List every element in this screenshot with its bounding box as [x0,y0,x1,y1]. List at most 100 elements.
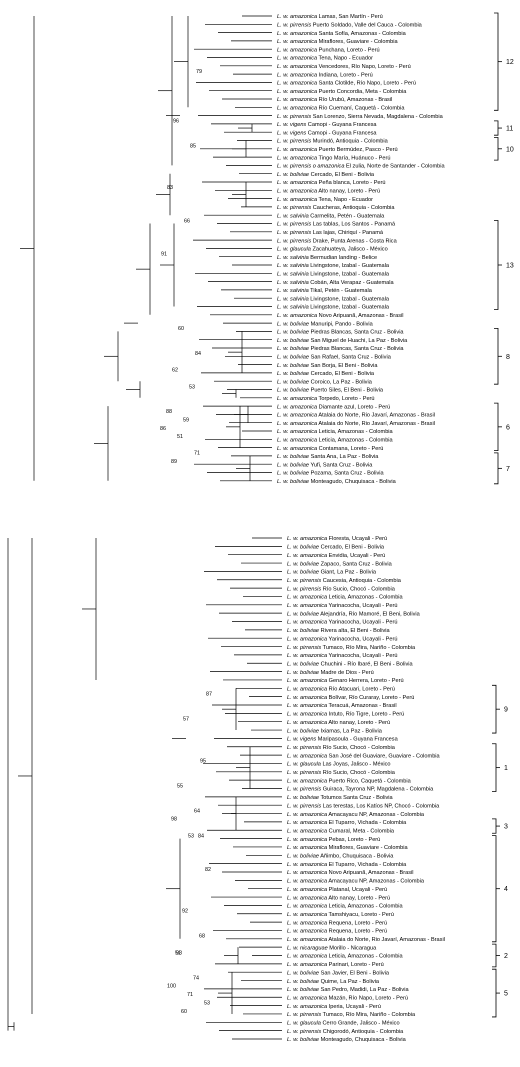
taxon-locality: Monteagudo, Chuquisaca - Bolivia [319,1037,407,1043]
clade-bracket [494,12,499,111]
top-panel: L. w. amazonica Lamas, San Martín - Perú… [20,12,514,485]
taxon-name: L. w. salvinia [277,296,309,302]
taxon-locality: Tamshiyacu, Loreto - Perú [327,912,394,918]
taxon-locality: Las lajas, Chiriquí - Panamá [311,230,384,236]
taxon-name: L. w. pirrensis [287,578,321,584]
taxon-label: L. w. vigens Camopi - Guyana Francesa [277,130,377,136]
taxon-name: L. w. amazonica [277,72,317,78]
taxon-locality: Camopi - Guyana Francesa [306,130,377,136]
taxon-name: L. w. boliviae [287,545,319,551]
clade-label: 8 [506,354,510,361]
taxon-name: L. w. amazonica [287,820,327,826]
support-value: 95 [200,758,206,764]
taxon-locality: Amacayacu NP, Amazonas - Colombia [327,879,425,885]
taxon-locality: Indiana, Loreto - Perú [317,72,373,78]
taxon-name: L. w. amazonica [287,753,327,759]
clade-bracket [494,120,499,136]
taxon-locality: Chuchini - Río Ibaré, El Beni - Bolivia [319,661,413,667]
taxon-label: L. w. vigens Camopi - Guyana Francesa [277,122,377,128]
clade-label: 10 [506,146,514,153]
taxon-locality: Leticia, Amazonas - Colombia [327,904,403,910]
taxon-locality: El zulia, Norte de Santander - Colombia [344,164,445,170]
taxon-locality: Caucesia, Antioquia - Colombia [321,578,401,584]
taxon-locality: Alto nanay, Loreto - Perú [327,720,390,726]
taxon-label: L. w. glaucula Cerro Grande, Jalisco - M… [287,1021,400,1027]
taxon-label: L. w. vigens Maripasoula - Guyana France… [287,737,399,743]
taxon-name: L. w. boliviae [287,979,319,985]
taxon-label: L. w. boliviae San Miguel de Huachi, La … [277,338,408,344]
taxon-label: L. w. amazonica Santa Sofía, Amazonas - … [277,31,407,37]
taxon-label: L. w. boliviae San Javier, El Beni - Bol… [287,970,390,976]
taxon-label: L. w. amazonica Alto nanay, Loreto - Per… [287,720,390,726]
taxon-label: L. w. boliviae San Pedro, Madidi, La Paz… [287,987,409,993]
taxon-locality: Yarinacocha, Ucayali - Perú [327,603,397,609]
taxon-label: L. w. boliviae Cercado, El Beni - Bolivi… [287,545,385,551]
taxon-name: L. w. salvinia [277,263,309,269]
taxon-label: L. w. amazonica Leticia, Amazonas - Colo… [287,595,404,601]
clade-label: 1 [504,765,508,772]
taxon-label: L. w. amazonica Miraflores, Guaviare - C… [277,39,399,45]
taxon-name: L. w. amazonica [277,429,317,435]
taxon-locality: Intuto, Río Tigre, Loreto - Perú [327,712,404,718]
taxon-name: L. w. amazonica [287,603,327,609]
taxon-locality: Camopi - Guyana Francesa [306,122,377,128]
taxon-name: L. w. amazonica [277,446,317,452]
taxon-locality: Peña blanca, Loreto - Perú [317,180,385,186]
taxon-label: L. w. amazonica Atalaia do Norte, Rio Ja… [277,421,435,427]
taxon-name: L. w. amazonica [287,720,327,726]
taxon-name: L. w. amazonica [287,703,327,709]
taxon-name: L. w. amazonica [287,678,327,684]
taxon-label: L. w. boliviae San Rafael, Santa Cruz - … [277,355,392,361]
taxon-name: L. w. boliviae [277,363,309,369]
taxon-label: L. w. amazonica Requena, Loreto - Perú [287,920,387,926]
taxon-locality: Quime, La Paz - Bolivia [319,979,380,985]
taxon-locality: Livingstone, Izabal - Guatemala [309,272,390,278]
taxon-label: L. w. boliviae Madre de Dios - Perú [287,670,374,676]
support-value: 83 [167,185,173,191]
taxon-locality: Leticia, Amazonas - Colombia [317,429,393,435]
taxon-label: L. w. amazonica Miraflores, Guaviare - C… [287,845,409,851]
taxon-locality: Leticia, Amazonas - Colombia [317,438,393,444]
taxon-locality: Floresta, Ucayali - Perú [327,536,387,542]
taxon-label: L. w. boliviae Zapaco, Santa Cruz - Boli… [287,561,393,567]
taxon-locality: Piedras Blancas, Santa Cruz - Bolivia [309,330,404,336]
taxon-name: L. w. amazonica [287,553,327,559]
taxon-name: L. w. pirrensis [277,222,311,228]
taxon-label: L. w. amazonica Torpedo, Loreto - Perú [277,396,375,402]
taxon-locality: Chigorodó, Antioquia - Colombia [321,1029,404,1035]
taxon-name: L. w. amazonica [277,81,317,87]
taxon-name: L. w. boliviae [277,371,309,377]
taxon-label: L. w. amazonica Iperia, Ucayali - Perú [287,1004,381,1010]
taxon-name: L. w. pirrensis [287,1012,321,1018]
taxon-locality: Cerro Grande, Jalisco - México [321,1021,400,1027]
taxon-locality: Diamante azul, Loreto - Perú [317,404,390,410]
taxon-label: L. w. boliviae Manuripi, Pando - Bolivia [277,321,374,327]
taxon-name: L. w. boliviae [287,728,319,734]
taxon-name: L. w. salvinia [277,213,309,219]
clade-label: 4 [504,886,508,893]
clade-bracket [494,452,499,485]
taxon-label: L. w. boliviae Cercado, El Beni - Bolivi… [277,371,375,377]
taxon-label: L. w. pirrensis Río Sucio, Chocó - Colom… [287,745,396,751]
taxon-name: L. w. amazonica [277,39,317,45]
bottom-panel: L. w. amazonica Floresta, Ucayali - Perú… [7,536,508,1043]
taxon-locality: San José del Guaviare, Guaviare - Colomb… [327,753,440,759]
taxon-name: L. w. amazonica [287,828,327,834]
taxon-name: L. w. vigens [287,737,316,743]
taxon-name: L. w. salvinia [277,280,309,286]
taxon-locality: Vencedores, Río Napo, Loreto - Perú [317,64,411,70]
taxon-label: L. w. boliviae Monteagudo, Chuquisaca - … [287,1037,407,1043]
taxon-name: L. w. amazonica [287,879,327,885]
taxon-locality: San Pedro, Madidi, La Paz - Bolivia [319,987,409,993]
taxon-name: L. w. glaucula [287,1021,321,1027]
taxon-label: L. w. boliviae Rivera alta, El Beni - Bo… [287,628,390,634]
taxon-label: L. w. pirrensis Tumaco, Río Mira, Nariño… [287,1012,416,1018]
taxon-label: L. w. salvinia Livingstone, Izabal - Gua… [277,305,390,311]
taxon-label: L. w. pirrensis Caucesia, Antioquia - Co… [287,578,402,584]
support-value: 100 [167,984,176,990]
taxon-label: L. w. boliviae Pozama, Santa Cruz - Boli… [277,471,385,477]
taxon-locality: El Tuparro, Vichada - Colombia [327,820,407,826]
taxon-name: L. w. amazonica [287,1004,327,1010]
taxon-locality: Guiraca, Tayrona NP, Magdalena - Colombi… [321,787,434,793]
clade-bracket [492,684,497,734]
